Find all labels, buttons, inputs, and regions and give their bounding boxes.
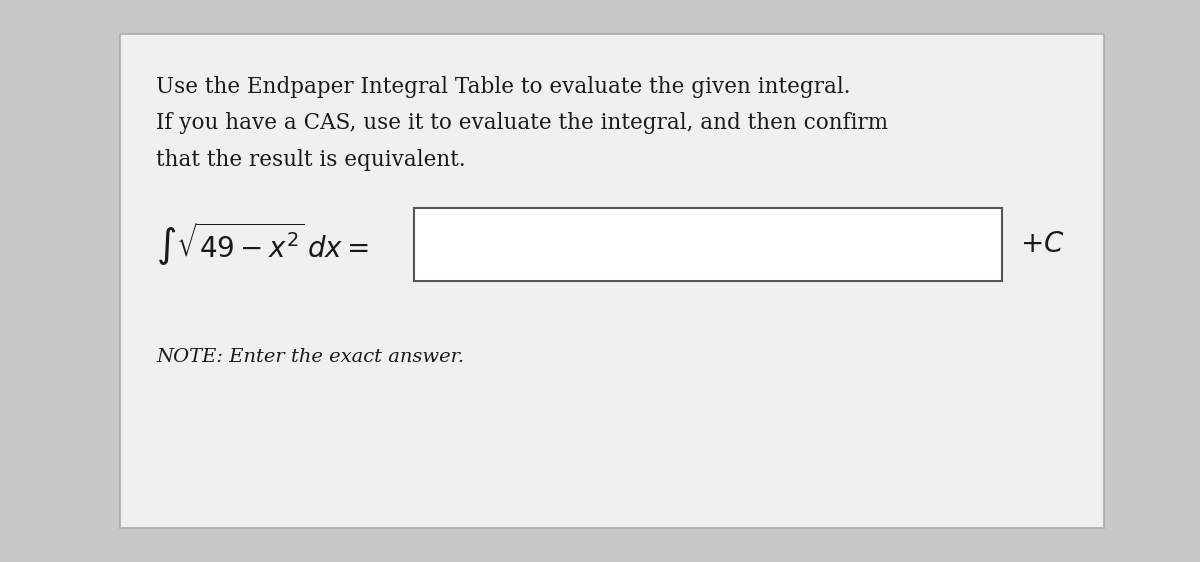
Text: that the result is equivalent.: that the result is equivalent. <box>156 149 466 171</box>
FancyBboxPatch shape <box>414 208 1002 281</box>
Text: $+C$: $+C$ <box>1020 231 1064 258</box>
Text: If you have a CAS, use it to evaluate the integral, and then confirm: If you have a CAS, use it to evaluate th… <box>156 112 888 134</box>
Text: NOTE: Enter the exact answer.: NOTE: Enter the exact answer. <box>156 348 464 366</box>
Text: $\int \sqrt{49 - x^2}\, dx =$: $\int \sqrt{49 - x^2}\, dx =$ <box>156 221 370 268</box>
Text: Use the Endpaper Integral Table to evaluate the given integral.: Use the Endpaper Integral Table to evalu… <box>156 76 851 98</box>
FancyBboxPatch shape <box>120 34 1104 528</box>
